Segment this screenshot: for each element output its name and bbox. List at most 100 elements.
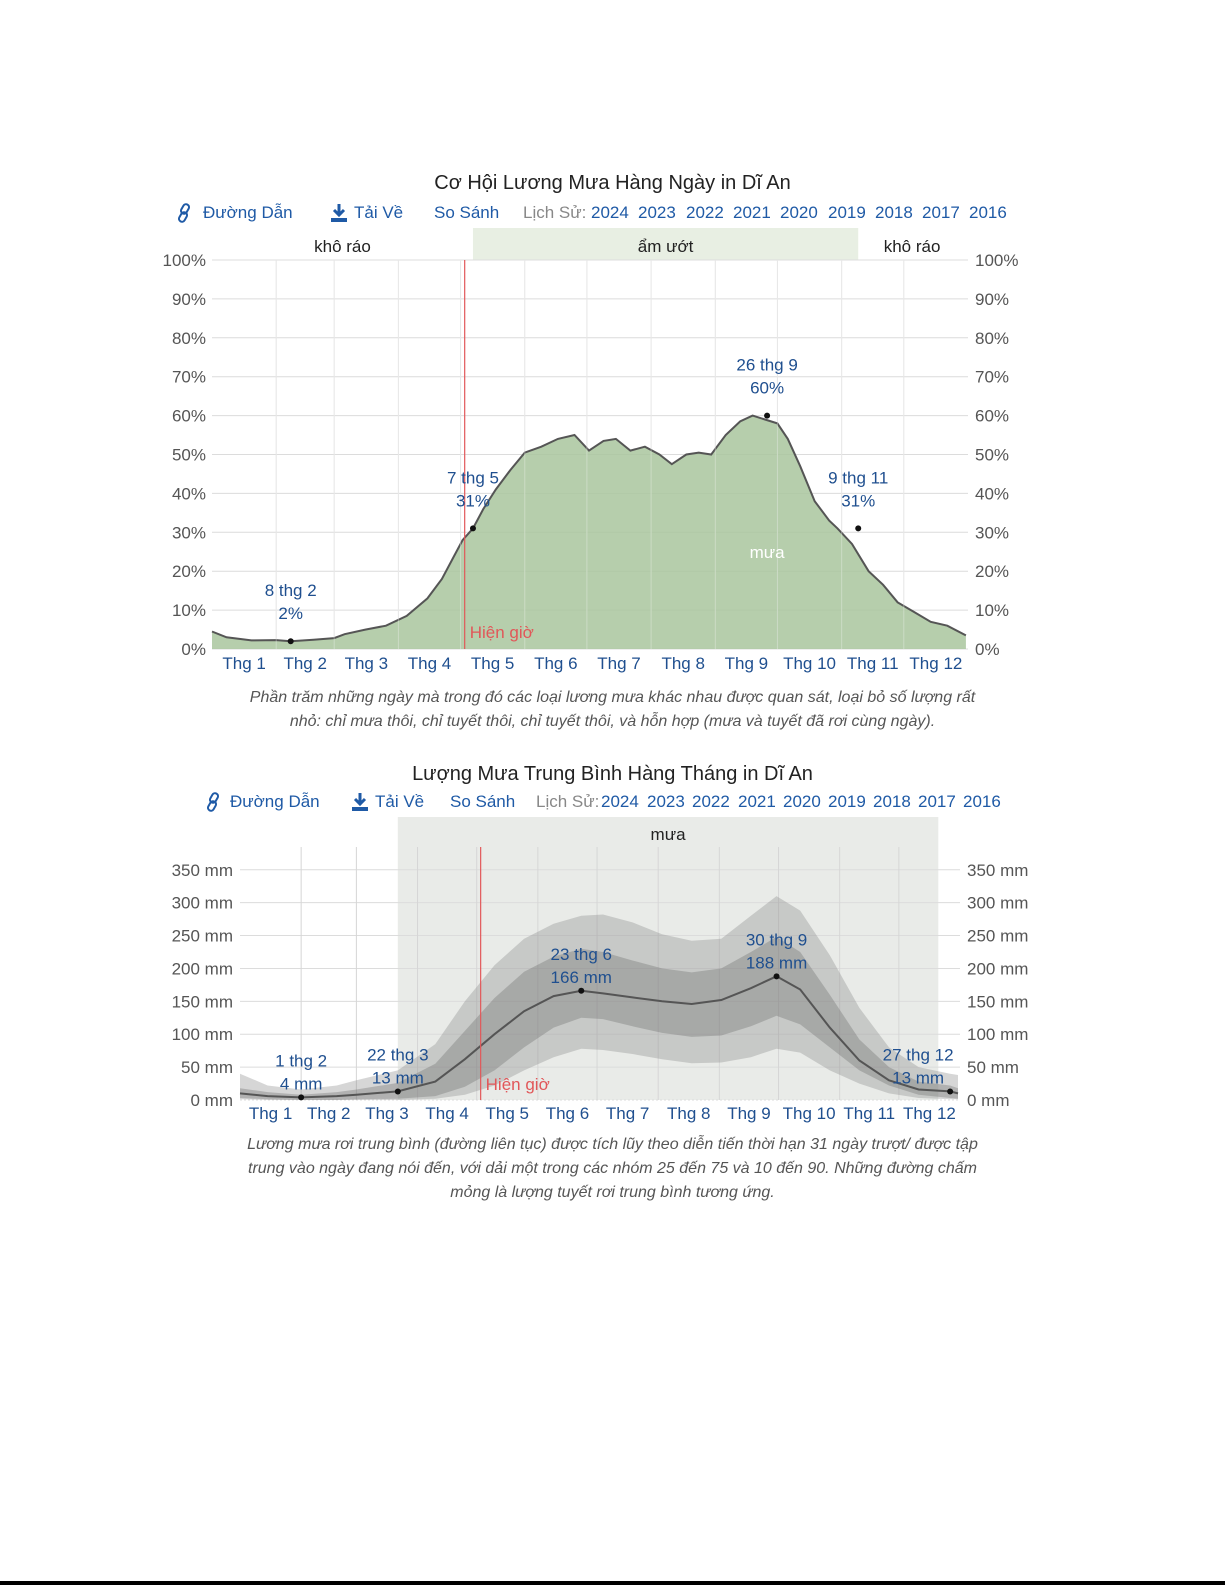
y-tick-label: 80% bbox=[975, 329, 1009, 348]
annotation-value: 2% bbox=[278, 604, 303, 623]
annotation-date: 22 thg 3 bbox=[367, 1045, 428, 1064]
y-tick-label: 70% bbox=[172, 368, 206, 387]
annotation-point bbox=[287, 638, 294, 645]
chart1-caption: Phần trăm những ngày mà trong đó các loạ… bbox=[180, 686, 1045, 734]
history-year-link[interactable]: 2016 bbox=[969, 203, 1007, 222]
y-tick-label: 80% bbox=[172, 329, 206, 348]
history-year-link[interactable]: 2020 bbox=[780, 203, 818, 222]
chart2-plot: mưa 0 mm 0 mm 50 mm 50 mm 100 mm 100 mm 150 mm 1… bbox=[172, 817, 1028, 1123]
history-year-link[interactable]: 2019 bbox=[828, 203, 866, 222]
season-band bbox=[397, 817, 939, 1100]
now-marker-label: Hiện giờ bbox=[486, 1075, 550, 1094]
y-tick-label: 60% bbox=[172, 407, 206, 426]
annotation-point bbox=[764, 412, 771, 419]
x-tick-label: Thg 5 bbox=[486, 1104, 529, 1123]
area-label: mưa bbox=[750, 543, 786, 562]
annotation-date: 9 thg 11 bbox=[828, 468, 888, 487]
history-year-link[interactable]: 2021 bbox=[733, 203, 771, 222]
download-button[interactable]: Tải Về bbox=[354, 203, 404, 222]
link-icon[interactable] bbox=[176, 203, 194, 228]
history-year-link[interactable]: 2018 bbox=[875, 203, 913, 222]
annotation-value: 13 mm bbox=[372, 1068, 424, 1087]
annotation-date: 30 thg 9 bbox=[746, 930, 807, 949]
band-10-90 bbox=[240, 896, 958, 1100]
y-tick-label: 30% bbox=[172, 523, 206, 542]
annotation-value: 188 mm bbox=[746, 953, 807, 972]
history-year-link[interactable]: 2024 bbox=[591, 203, 629, 222]
rain-area bbox=[212, 415, 966, 649]
y-tick-label: 50 mm bbox=[967, 1058, 1019, 1077]
caption-line: Lương mưa rơi trung bình (đường liên tục… bbox=[247, 1136, 978, 1153]
x-tick-label: Thg 2 bbox=[283, 654, 326, 673]
season-band bbox=[472, 228, 859, 260]
y-tick-label: 100% bbox=[163, 251, 206, 270]
history-year-link[interactable]: 2018 bbox=[873, 792, 911, 811]
y-tick-label: 50% bbox=[172, 446, 206, 465]
history-year-link[interactable]: 2022 bbox=[692, 792, 730, 811]
history-year-link[interactable]: 2023 bbox=[638, 203, 676, 222]
download-icon[interactable] bbox=[330, 203, 348, 228]
y-tick-label: 70% bbox=[975, 368, 1009, 387]
caption-line: nhỏ: chỉ mưa thôi, chỉ tuyết thôi, chỉ t… bbox=[289, 713, 936, 730]
y-tick-label: 40% bbox=[975, 484, 1009, 503]
history-year-link[interactable]: 2021 bbox=[738, 792, 776, 811]
x-tick-label: Thg 3 bbox=[345, 654, 388, 673]
chart2-title: Lượng Mưa Trung Bình Hàng Tháng in Dĩ An bbox=[412, 763, 813, 785]
annotation-value: 4 mm bbox=[280, 1074, 323, 1093]
y-tick-label: 100 mm bbox=[967, 1025, 1028, 1044]
caption-line: mỏng là lượng tuyết rơi trung bình tương… bbox=[450, 1184, 775, 1201]
history-year-link[interactable]: 2017 bbox=[922, 203, 960, 222]
history-year-link[interactable]: 2017 bbox=[918, 792, 956, 811]
x-tick-label: Thg 10 bbox=[783, 654, 836, 673]
history-year-link[interactable]: 2019 bbox=[828, 792, 866, 811]
y-tick-label: 40% bbox=[172, 484, 206, 503]
x-tick-label: Thg 2 bbox=[307, 1104, 350, 1123]
annotation-point bbox=[578, 987, 585, 994]
y-tick-label: 90% bbox=[172, 290, 206, 309]
y-tick-label: 350 mm bbox=[967, 861, 1028, 880]
link-button[interactable]: Đường Dẫn bbox=[203, 203, 293, 222]
y-tick-label: 30% bbox=[975, 523, 1009, 542]
y-tick-label: 10% bbox=[172, 601, 206, 620]
y-tick-label: 20% bbox=[172, 562, 206, 581]
y-tick-label: 0 mm bbox=[191, 1091, 234, 1110]
chart2-toolbar: Đường Dẫn Tải Về So Sánh Lịch Sử: 2024 2… bbox=[205, 792, 1035, 816]
y-tick-label: 300 mm bbox=[967, 894, 1028, 913]
y-tick-label: 250 mm bbox=[172, 927, 233, 946]
annotation-point bbox=[855, 525, 862, 532]
chart1-title: Cơ Hội Lương Mưa Hàng Ngày in Dĩ An bbox=[434, 172, 791, 194]
caption-line: Phần trăm những ngày mà trong đó các loạ… bbox=[249, 689, 976, 706]
download-icon[interactable] bbox=[351, 792, 369, 817]
compare-button[interactable]: So Sánh bbox=[450, 792, 516, 811]
y-tick-label: 10% bbox=[975, 601, 1009, 620]
x-tick-label: Thg 10 bbox=[783, 1104, 836, 1123]
y-tick-label: 150 mm bbox=[967, 992, 1028, 1011]
compare-button[interactable]: So Sánh bbox=[434, 203, 500, 222]
link-button[interactable]: Đường Dẫn bbox=[230, 792, 320, 811]
rain-line bbox=[211, 414, 967, 643]
x-tick-label: Thg 9 bbox=[725, 654, 768, 673]
x-tick-label: Thg 8 bbox=[667, 1104, 710, 1123]
season-band-label: khô ráo bbox=[884, 237, 941, 256]
y-tick-label: 350 mm bbox=[172, 861, 233, 880]
history-label: Lịch Sử: bbox=[523, 203, 587, 222]
link-icon[interactable] bbox=[205, 792, 223, 817]
y-tick-label: 50 mm bbox=[181, 1058, 233, 1077]
annotation-value: 31% bbox=[456, 491, 490, 510]
season-band-label: ẩm ướt bbox=[638, 237, 694, 256]
history-year-link[interactable]: 2022 bbox=[686, 203, 724, 222]
annotation-point bbox=[394, 1088, 401, 1095]
annotation-point bbox=[947, 1088, 954, 1095]
x-tick-label: Thg 7 bbox=[597, 654, 640, 673]
y-tick-label: 100% bbox=[975, 251, 1018, 270]
x-tick-label: Thg 6 bbox=[546, 1104, 589, 1123]
y-tick-label: 0% bbox=[975, 640, 1000, 659]
y-tick-label: 200 mm bbox=[967, 959, 1028, 978]
history-year-link[interactable]: 2024 bbox=[601, 792, 639, 811]
y-tick-label: 90% bbox=[975, 290, 1009, 309]
download-button[interactable]: Tải Về bbox=[375, 792, 425, 811]
season-band-label: khô ráo bbox=[314, 237, 371, 256]
history-year-link[interactable]: 2023 bbox=[647, 792, 685, 811]
history-year-link[interactable]: 2016 bbox=[963, 792, 1001, 811]
history-year-link[interactable]: 2020 bbox=[783, 792, 821, 811]
